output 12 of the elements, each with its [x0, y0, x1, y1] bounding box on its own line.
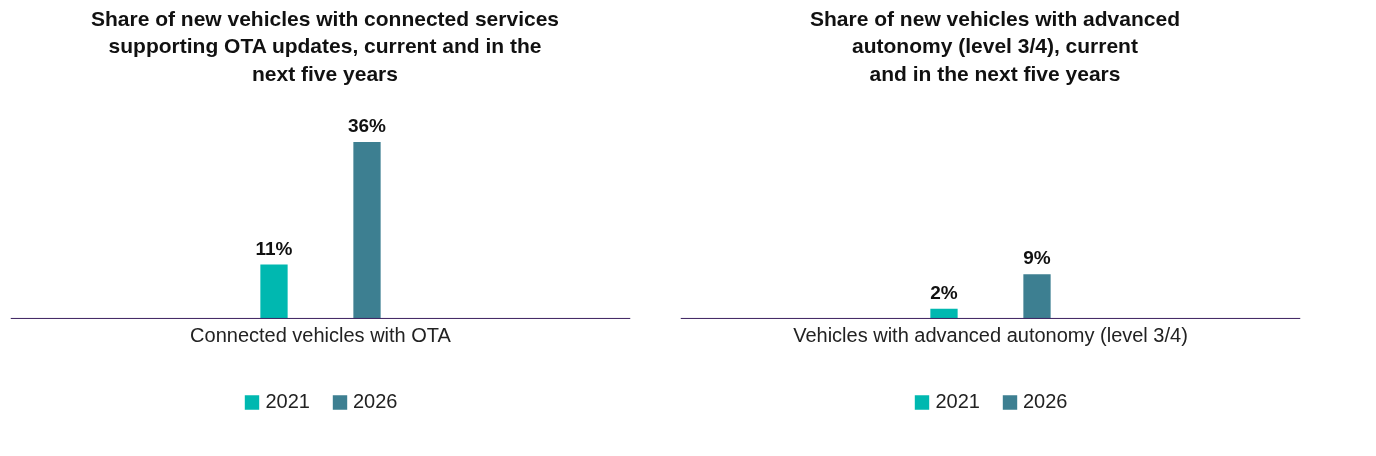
data-label: 11% [255, 237, 293, 259]
x-tick-label: Connected vehicles with OTA [190, 324, 452, 347]
legend-label: 2026 [1023, 390, 1068, 413]
legend-label: 2026 [353, 390, 398, 413]
legend-label: 2021 [265, 390, 310, 413]
data-label: 9% [1023, 247, 1051, 269]
x-tick-label: Vehicles with advanced autonomy (level 3/4) [793, 324, 1188, 347]
data-label: 36% [347, 114, 387, 136]
chart-title: Share of new vehicles with advanced autonomy (level 3/4), current and in the next five years [810, 6, 1180, 87]
legend-label: 2021 [935, 390, 980, 413]
chart-title: Share of new vehicles with connected services supporting OTA updates, current and in the next five years [90, 6, 560, 87]
data-label: 2% [930, 281, 958, 303]
